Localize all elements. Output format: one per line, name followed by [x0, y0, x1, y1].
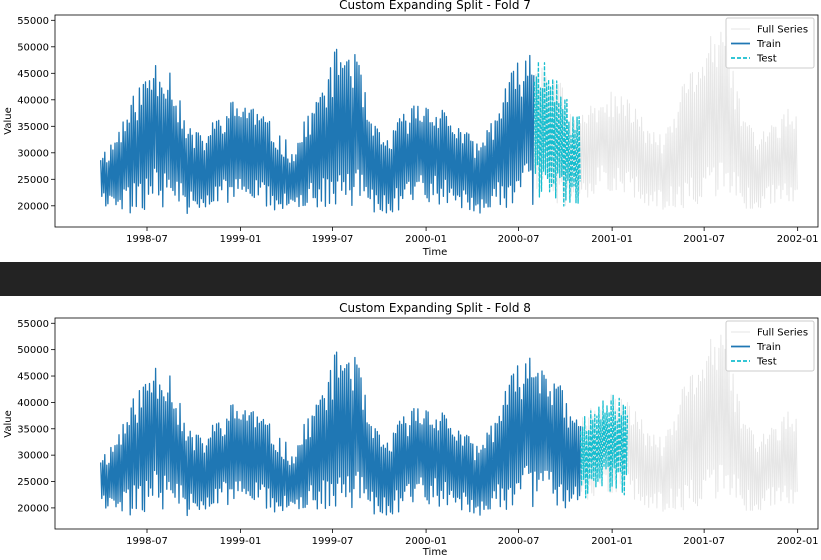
y-tick-label: 35000: [17, 122, 49, 133]
series-test: [533, 60, 581, 207]
y-tick-label: 40000: [17, 95, 49, 106]
chart-panel-fold-7: Custom Expanding Split - Fold 7 Value Ti…: [0, 0, 821, 262]
legend-label: Full Series: [757, 25, 808, 36]
x-tick-label: 2000-07: [498, 234, 540, 245]
x-axis-label: Time: [422, 547, 447, 556]
y-tick-label: 55000: [17, 319, 49, 330]
y-axis-label: Value: [3, 107, 14, 134]
y-axis-label: Value: [3, 410, 14, 437]
axes-frame: [54, 317, 819, 530]
x-tick-label: 2002-01: [777, 536, 819, 547]
legend-label: Train: [756, 39, 781, 50]
y-tick-label: 45000: [17, 69, 49, 80]
y-tick-label: 30000: [17, 451, 49, 462]
fold-8-chart: Custom Expanding Split - Fold 8 Value Ti…: [3, 301, 819, 558]
series-test: [579, 394, 629, 499]
x-tick-label: 2000-01: [405, 536, 447, 547]
legend-label: Full Series: [757, 328, 808, 339]
legend: Full Series Train Test: [725, 17, 815, 69]
x-tick-label: 2001-07: [683, 536, 725, 547]
y-tick-label: 30000: [17, 148, 49, 159]
legend: Full Series Train Test: [725, 320, 815, 372]
fold-7-chart: Custom Expanding Split - Fold 7 Value Ti…: [3, 0, 819, 258]
x-tick-label: 1998-07: [126, 536, 168, 547]
legend-box: [725, 320, 815, 372]
y-tick-label: 35000: [17, 424, 49, 435]
y-tick-label: 25000: [17, 175, 49, 186]
y-tick-label: 50000: [17, 42, 49, 53]
x-tick-label: 1999-07: [312, 536, 354, 547]
chart-title: Custom Expanding Split - Fold 8: [339, 301, 531, 315]
plot-area: 20000 25000 30000 35000 40000 45000 50000 55000…: [17, 14, 819, 245]
legend-label: Train: [756, 342, 781, 353]
output-separator: [0, 262, 821, 296]
y-tick-label: 20000: [17, 503, 49, 514]
y-tick-label: 45000: [17, 372, 49, 383]
x-tick-label: 1999-07: [312, 234, 354, 245]
x-tick-label: 2002-01: [777, 234, 819, 245]
x-tick-label: 2000-01: [405, 234, 447, 245]
x-tick-label: 2000-07: [498, 536, 540, 547]
y-tick-label: 55000: [17, 16, 49, 27]
x-axis-label: Time: [422, 247, 447, 258]
series-train: [100, 48, 535, 215]
y-tick-label: 50000: [17, 345, 49, 356]
plot-area: 20000 25000 30000 35000 40000 45000 50000 55000…: [17, 317, 819, 547]
legend-label: Test: [756, 357, 777, 368]
x-tick-label: 2001-01: [591, 234, 633, 245]
y-tick-label: 20000: [17, 201, 49, 212]
x-tick-label: 1999-01: [220, 234, 262, 245]
legend-box: [725, 17, 815, 69]
legend-label: Test: [756, 54, 777, 65]
x-tick-label: 2001-01: [591, 536, 633, 547]
x-tick-label: 1999-01: [220, 536, 262, 547]
x-tick-label: 2001-07: [683, 234, 725, 245]
y-tick-label: 25000: [17, 477, 49, 488]
chart-panel-fold-8: Custom Expanding Split - Fold 8 Value Ti…: [0, 296, 821, 558]
y-tick-label: 40000: [17, 398, 49, 409]
series-train: [100, 351, 582, 517]
chart-title: Custom Expanding Split - Fold 7: [339, 0, 531, 12]
axes-frame: [54, 14, 819, 228]
x-tick-label: 1998-07: [126, 234, 168, 245]
